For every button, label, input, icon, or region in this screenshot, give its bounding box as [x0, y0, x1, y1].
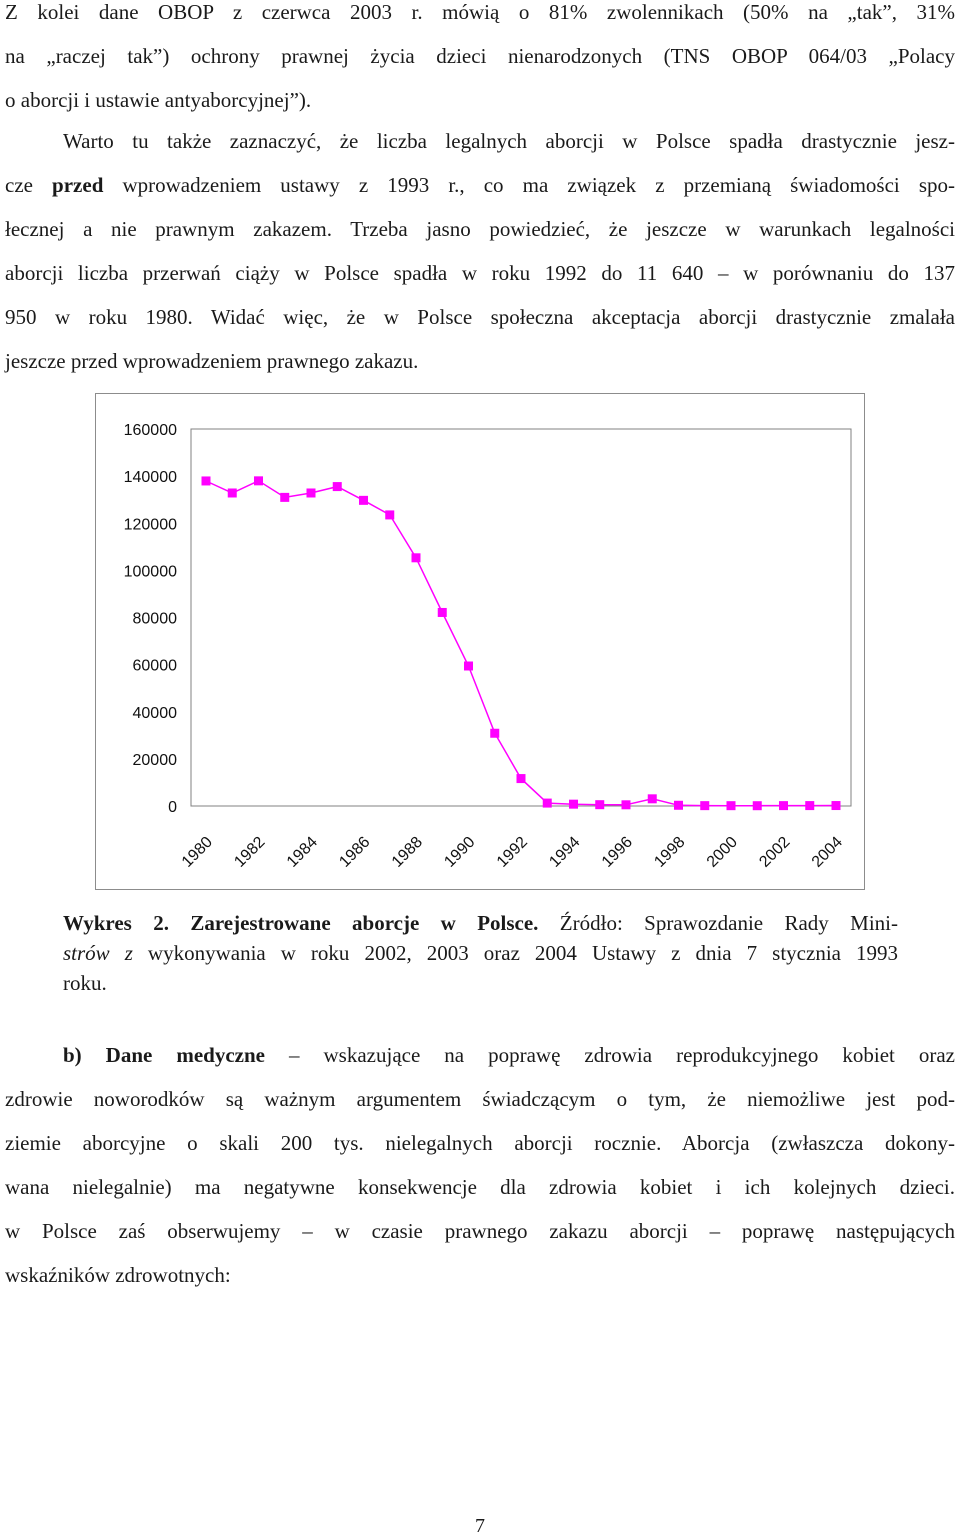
caption-line: strów z wykonywania w roku 2002, 2003 or… [63, 938, 898, 968]
data-point-marker [595, 800, 605, 810]
text-run: – wskazujące na poprawę zdrowia reproduk… [265, 1043, 955, 1067]
paragraph-line: cze przed wprowadzeniem ustawy z 1993 r.… [5, 163, 955, 207]
data-point-marker [490, 728, 500, 738]
text-run: Źródło: Sprawozdanie Rady Mini- [538, 911, 898, 935]
text-run: wykonywania w roku 2002, 2003 oraz 2004 … [132, 941, 898, 965]
paragraph-legal-abortions: Warto tu także zaznaczyć, że liczba lega… [5, 119, 955, 383]
paragraph-line: aborcji liczba przerwań ciąży w Polsce s… [5, 261, 955, 285]
x-tick-label: 2004 [809, 834, 846, 871]
text-run: wprowadzeniem ustawy z 1993 r., co ma zw… [103, 173, 955, 197]
data-point-marker [569, 799, 578, 809]
x-tick-label: 1992 [494, 834, 531, 871]
abortions-line-chart: 160000 140000 120000 100000 80000 60000 40000 2… [95, 393, 865, 890]
y-tick-label: 160000 [124, 422, 177, 439]
series-markers [201, 476, 841, 811]
y-axis-ticks: 160000 140000 120000 100000 80000 60000 40000 2… [124, 422, 177, 816]
caption-title: Wykres 2. Zarejestrowane aborcje w Polsc… [63, 911, 539, 935]
y-tick-label: 60000 [133, 658, 178, 675]
x-axis-ticks: 1980 1982 1984 1986 1988 1990 1992 1994 1996 1998… [179, 834, 846, 871]
data-point-marker [831, 801, 841, 811]
data-point-marker [805, 801, 815, 811]
data-point-marker [254, 476, 263, 486]
x-tick-label: 1986 [336, 834, 373, 871]
data-point-marker [437, 607, 447, 617]
paragraph-line: wskaźników zdrowotnych: [5, 1263, 231, 1287]
y-tick-label: 140000 [124, 469, 177, 486]
y-tick-label: 0 [168, 799, 177, 816]
paragraph-line: w Polsce zaś obserwujemy – w czasie praw… [5, 1219, 955, 1243]
data-point-marker [752, 801, 762, 811]
y-tick-label: 40000 [133, 705, 178, 722]
text-run: cze [5, 173, 53, 197]
data-point-marker [227, 488, 237, 498]
data-point-marker [621, 800, 631, 810]
figure-caption: Wykres 2. Zarejestrowane aborcje w Polsc… [63, 908, 898, 998]
y-tick-label: 120000 [124, 516, 177, 533]
data-point-marker [647, 794, 657, 804]
paragraph-line: ziemie aborcyjne o skali 200 tys. nieleg… [5, 1131, 955, 1155]
data-point-marker [542, 798, 552, 808]
paragraph-line: zdrowie noworodków są ważnym argumentem … [5, 1087, 955, 1111]
data-point-marker [385, 510, 395, 520]
emphasis-text: przed [52, 173, 104, 197]
data-point-marker [201, 476, 211, 486]
caption-line: roku. [63, 971, 107, 995]
paragraph-medical-data: b) Dane medyczne – wskazujące na poprawę… [5, 1033, 955, 1297]
x-tick-label: 2000 [704, 834, 741, 871]
y-tick-label: 20000 [133, 752, 178, 769]
paragraph-line: Z kolei dane OBOP z czerwca 2003 r. mówi… [5, 0, 955, 24]
data-point-marker [674, 800, 683, 810]
paragraph-line: jeszcze przed wprowadzeniem prawnego zak… [5, 349, 419, 373]
data-point-marker [726, 801, 736, 811]
x-tick-label: 1988 [389, 834, 426, 871]
data-point-marker [306, 488, 316, 498]
y-tick-label: 80000 [133, 611, 178, 628]
data-point-marker [411, 553, 421, 563]
data-point-marker [359, 495, 368, 505]
data-point-marker [332, 482, 342, 492]
x-tick-label: 2002 [756, 834, 793, 871]
section-heading: b) Dane medyczne [63, 1043, 265, 1067]
data-point-marker [464, 661, 473, 671]
x-tick-label: 1996 [599, 834, 636, 871]
paragraph-obop-survey: Z kolei dane OBOP z czerwca 2003 r. mówi… [5, 0, 955, 122]
page-number: 7 [475, 1515, 485, 1537]
data-point-marker [516, 774, 526, 784]
x-tick-label: 1990 [441, 834, 478, 871]
paragraph-line: o aborcji i ustawie antyaborcyjnej”). [5, 88, 312, 112]
x-tick-label: 1998 [651, 834, 688, 871]
paragraph-line: 950 w roku 1980. Widać więc, że w Polsce… [5, 305, 955, 329]
caption-line: Wykres 2. Zarejestrowane aborcje w Polsc… [63, 908, 898, 938]
paragraph-line: wana nielegalnie) ma negatywne konsekwen… [5, 1175, 955, 1199]
paragraph-line: Warto tu także zaznaczyć, że liczba lega… [63, 129, 955, 153]
chart-svg: 160000 140000 120000 100000 80000 60000 40000 2… [124, 422, 852, 871]
data-point-marker [700, 801, 710, 811]
x-tick-label: 1982 [231, 834, 268, 871]
plot-area [190, 428, 852, 807]
x-tick-label: 1984 [284, 834, 321, 871]
y-tick-label: 100000 [124, 563, 177, 580]
paragraph-line: b) Dane medyczne – wskazujące na poprawę… [5, 1033, 955, 1077]
data-point-marker [779, 801, 788, 811]
x-tick-label: 1980 [179, 834, 216, 871]
paragraph-line: na „raczej tak”) ochrony prawnej życia d… [5, 44, 955, 68]
data-point-marker [280, 492, 290, 502]
caption-italic: strów z [63, 941, 133, 965]
x-tick-label: 1994 [546, 834, 583, 871]
paragraph-line: łecznej a nie prawnym zakazem. Trzeba ja… [5, 217, 955, 241]
